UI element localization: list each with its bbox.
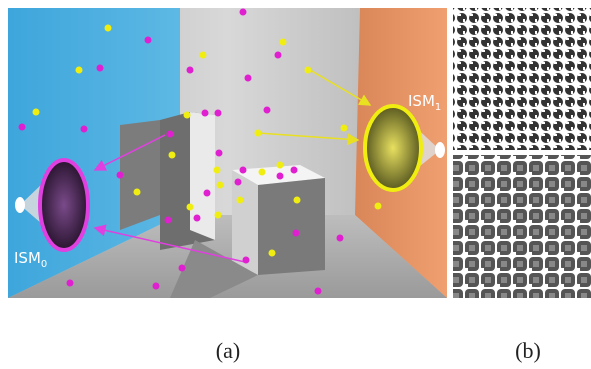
sample-point (179, 265, 186, 272)
sample-point (167, 131, 174, 138)
caption: (a) (216, 338, 240, 363)
sample-point (375, 203, 382, 210)
sample-point (194, 215, 201, 222)
sample-point (165, 217, 172, 224)
sample-point (33, 109, 40, 116)
sample-point (264, 107, 271, 114)
sample-point (305, 67, 312, 74)
sample-point (277, 173, 284, 180)
sample-point (200, 52, 207, 59)
sample-point (337, 235, 344, 242)
ism-atlas-bottom (453, 155, 591, 298)
ism-atlas-top (453, 8, 591, 150)
sample-point (235, 179, 242, 186)
sample-point (67, 280, 74, 287)
sample-point (187, 204, 194, 211)
sample-point (243, 257, 250, 264)
scene (8, 8, 447, 298)
sample-point (293, 230, 300, 237)
sample-point (240, 167, 247, 174)
sample-point (76, 67, 83, 74)
sample-point (153, 283, 160, 290)
sample-point (240, 9, 247, 16)
sample-point (294, 197, 301, 204)
sample-point (216, 150, 223, 157)
caption: (b) (515, 338, 541, 363)
sample-point (105, 25, 112, 32)
label-text: ISM (14, 249, 41, 267)
sample-point (187, 67, 194, 74)
sample-point (245, 75, 252, 82)
sample-point (291, 167, 298, 174)
label-subscript: 1 (435, 102, 441, 113)
sample-point (117, 172, 124, 179)
sample-point (259, 169, 266, 176)
sample-point (275, 52, 282, 59)
sample-point (134, 189, 141, 196)
sample-point (255, 130, 262, 137)
sample-point (217, 182, 224, 189)
sample-point (341, 125, 348, 132)
sample-point (315, 288, 322, 295)
figure: ISM0 ISM1 (a) (b) (0, 0, 591, 369)
sample-point (97, 65, 104, 72)
sample-point (19, 124, 26, 131)
sample-point (215, 110, 222, 117)
sample-point (202, 110, 209, 117)
sample-point (145, 37, 152, 44)
sample-point (214, 167, 221, 174)
label-subscript: 0 (41, 259, 47, 270)
sample-point (280, 39, 287, 46)
sample-point (215, 212, 222, 219)
label-text: ISM (408, 92, 435, 110)
sample-point (269, 250, 276, 257)
sample-point (204, 190, 211, 197)
sample-point (184, 112, 191, 119)
sample-point (277, 162, 284, 169)
sample-point (81, 126, 88, 133)
sample-point (169, 152, 176, 159)
sample-point (237, 197, 244, 204)
